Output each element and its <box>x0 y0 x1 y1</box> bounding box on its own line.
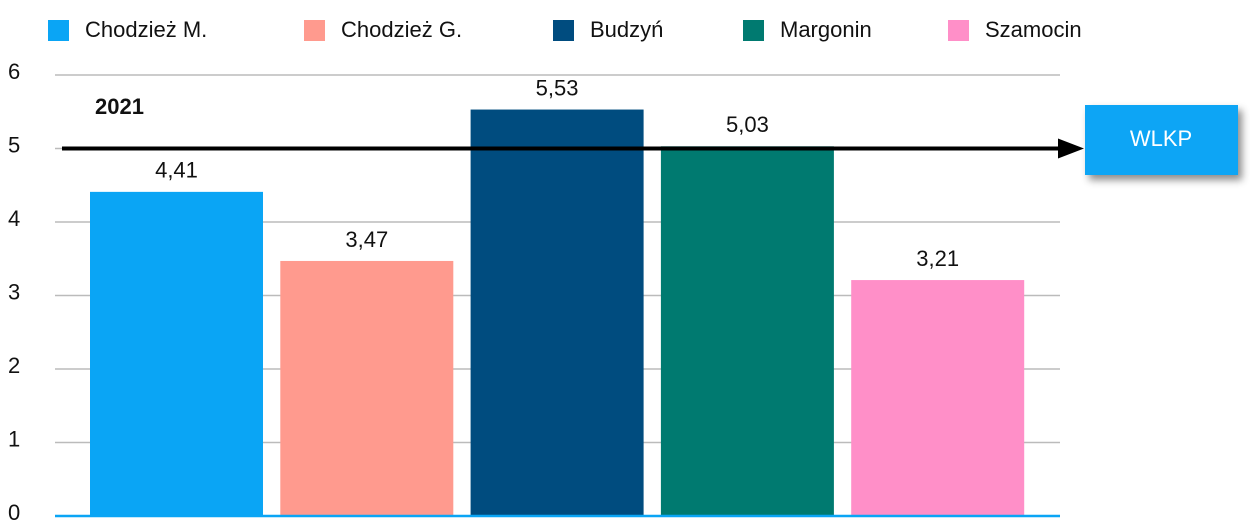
y-tick-label: 1 <box>8 426 20 451</box>
y-tick-label: 4 <box>8 206 20 231</box>
legend-label: Margonin <box>780 17 872 42</box>
data-label: 3,21 <box>916 246 959 271</box>
bar <box>851 280 1025 516</box>
reference-arrowhead <box>1058 138 1084 159</box>
legend-swatch <box>948 20 969 41</box>
y-tick-label: 0 <box>8 500 20 525</box>
y-tick-label: 5 <box>8 132 20 157</box>
legend-label: Budzyń <box>590 17 663 42</box>
legend-label: Szamocin <box>985 17 1082 42</box>
bar <box>660 146 834 517</box>
data-label: 5,53 <box>536 75 579 100</box>
bar <box>90 191 263 517</box>
bar <box>470 109 644 517</box>
legend-swatch <box>304 20 325 41</box>
data-label: 3,47 <box>345 227 388 252</box>
reference-label: WLKP <box>1130 126 1192 151</box>
y-tick-label: 3 <box>8 279 20 304</box>
data-label: 5,03 <box>726 112 769 137</box>
y-tick-label: 2 <box>8 353 20 378</box>
legend-swatch <box>48 20 69 41</box>
legend-swatch <box>553 20 574 41</box>
legend-label: Chodzież G. <box>341 17 462 42</box>
reference-box <box>1085 105 1238 175</box>
annotation: 2021 <box>95 94 144 119</box>
y-tick-label: 6 <box>8 59 20 84</box>
legend-label: Chodzież M. <box>85 17 207 42</box>
data-label: 4,41 <box>155 158 198 183</box>
legend-swatch <box>743 20 764 41</box>
bar <box>280 260 454 516</box>
